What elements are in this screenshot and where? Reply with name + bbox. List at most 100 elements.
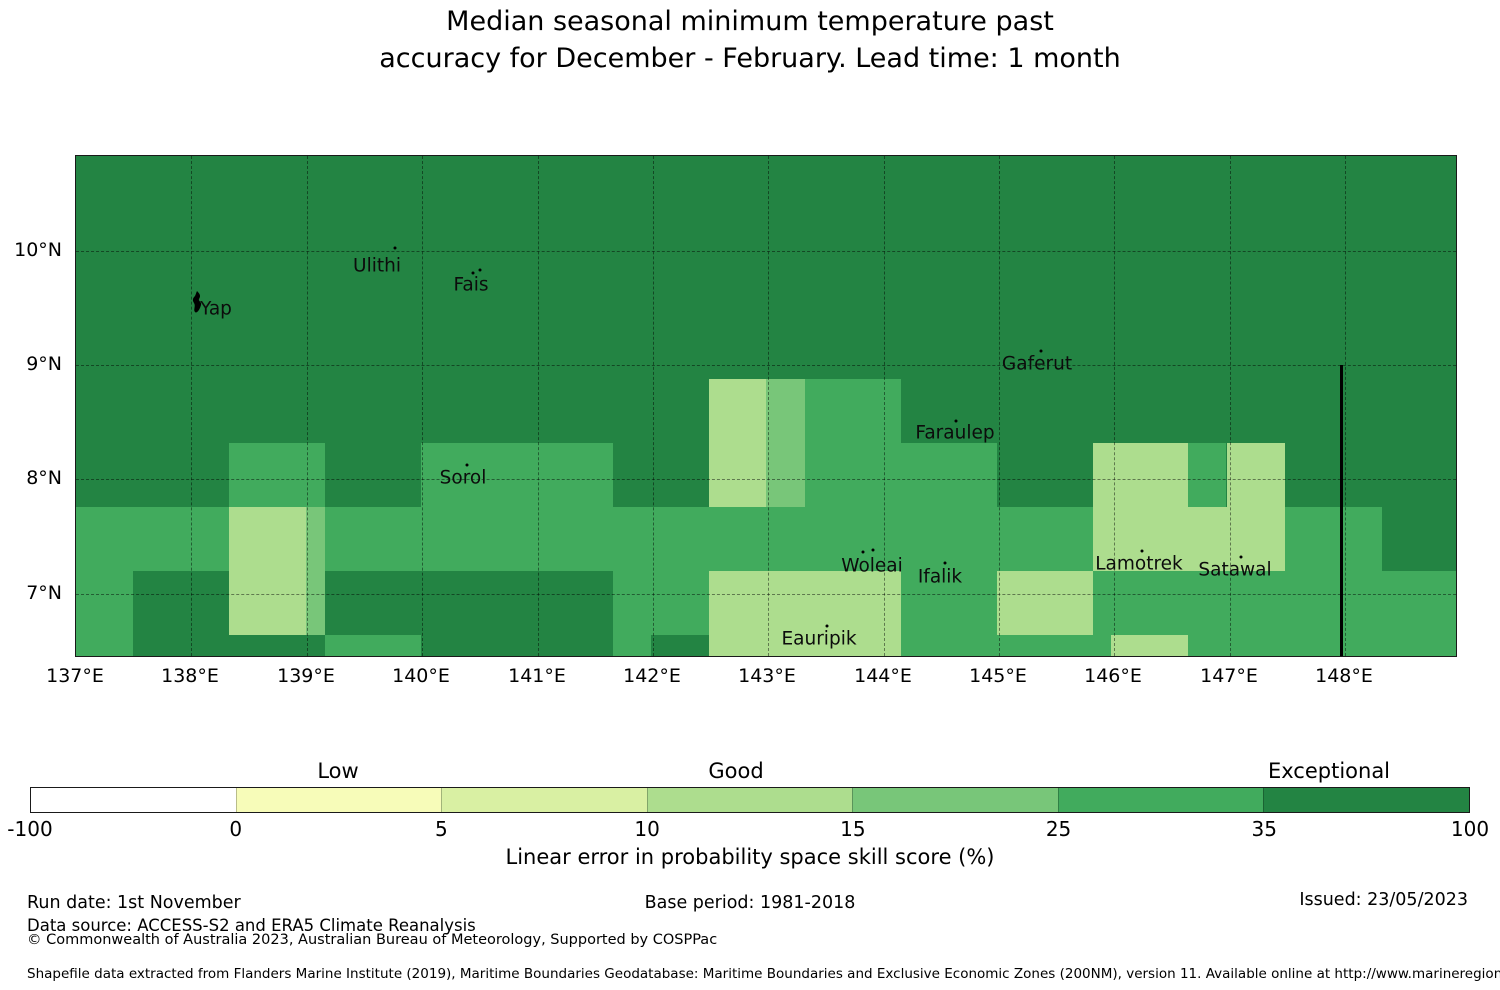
colorbar-segment [1263,788,1470,812]
x-tick-label: 144°E [854,665,912,687]
colorbar-tick-label: 35 [1251,817,1278,841]
island-label: Ulithi [353,255,401,277]
y-tick-label: 7°N [26,582,62,604]
colorbar-segment [646,788,853,812]
meridian-gridline [422,156,423,656]
parallel-gridline [76,594,1456,595]
map-cell [997,635,1111,656]
base-period-text: Base period: 1981-2018 [644,893,856,913]
parallel-gridline [76,479,1456,480]
x-tick-label: 147°E [1200,665,1258,687]
island-marker [478,268,482,272]
colorbar-tick-label: 10 [634,817,660,841]
map-cell [1227,443,1285,507]
map-cell [709,571,901,656]
parallel-gridline [76,251,1456,252]
x-tick-label: 143°E [738,665,796,687]
island-marker [943,561,947,565]
map-cell [709,379,766,507]
map-cell [1111,635,1188,656]
meridian-gridline [191,156,192,656]
island-marker [861,550,865,554]
map-cell [306,507,325,635]
island-marker [1140,549,1144,553]
colorbar-tick-label: 5 [435,817,448,841]
y-axis: 10°N 9°N 8°N 7°N [0,155,62,655]
colorbar-category-label: Low [317,759,359,783]
x-tick-label: 148°E [1315,665,1373,687]
colorbar-categories: Low Good Exceptional [0,759,1500,785]
map-cell [325,635,421,656]
x-tick-label: 142°E [623,665,681,687]
meridian-gridline [1230,156,1231,656]
yap-island-shape [188,290,208,320]
x-tick-label: 137°E [46,665,104,687]
island-label: Faraulep [915,422,995,444]
data-source-text: Data source: ACCESS-S2 and ERA5 Climate … [27,916,476,935]
colorbar-tick-label: 15 [840,817,866,841]
colorbar-segment [31,788,236,812]
map-cell [1188,443,1226,507]
island-label: Lamotrek [1095,553,1183,575]
island-label: Yap [200,298,232,320]
x-tick-label: 146°E [1084,665,1142,687]
x-tick-label: 141°E [508,665,566,687]
colorbar-segment [1057,788,1264,812]
map-cell [613,635,651,656]
map-cell [421,443,613,571]
colorbar-caption: Linear error in probability space skill … [505,845,995,869]
meridian-gridline [999,156,1000,656]
map-cell [997,571,1093,635]
x-tick-label: 139°E [277,665,335,687]
title-line-2: accuracy for December - February. Lead t… [379,43,1121,74]
map-cell [1188,571,1285,656]
map-cell [805,507,997,571]
map-cell [1285,571,1456,656]
colorbar-category-label: Exceptional [1267,759,1391,783]
colorbar-ticks: -100 0 5 10 15 25 35 100 [0,817,1500,843]
map-cell [901,571,997,656]
island-label: Eauripik [781,628,857,650]
chart-title: Median seasonal minimum temperature past… [0,3,1500,77]
map-cell [997,507,1093,571]
island-label: Gaferut [1001,353,1073,375]
island-marker [1239,555,1243,559]
island-marker [465,463,469,467]
meridian-gridline [768,156,769,656]
island-marker [825,624,829,628]
meridian-gridline [1114,156,1115,656]
shapefile-attribution-text: Shapefile data extracted from Flanders M… [27,966,1500,982]
map-cell [229,507,306,635]
map-cell [709,507,805,571]
x-tick-label: 145°E [969,665,1027,687]
y-tick-label: 8°N [26,467,62,489]
x-tick-label: 140°E [392,665,450,687]
map-cell [766,379,805,507]
x-axis: 137°E 138°E 139°E 140°E 141°E 142°E 143°E 144°E… [0,665,1500,693]
map-cell [805,379,901,443]
y-tick-label: 9°N [26,353,62,375]
meridian-gridline [538,156,539,656]
island-label: Sorol [439,467,487,489]
colorbar-segment [235,788,442,812]
x-tick-label: 138°E [161,665,219,687]
meridian-gridline [1345,156,1346,656]
map-cell [613,507,709,635]
y-tick-label: 10°N [14,239,62,261]
map-cell [133,507,229,571]
meridian-gridline [653,156,654,656]
map-cell [805,443,997,507]
colorbar-segment [852,788,1058,812]
issued-date-text: Issued: 23/05/2023 [1299,890,1468,910]
colorbar-tick-label: -100 [7,817,53,841]
colorbar-tick-label: 25 [1045,817,1072,841]
island-label: Satawal [1198,559,1272,581]
copyright-text: © Commonwealth of Australia 2023, Austra… [27,932,718,948]
run-date-text: Run date: 1st November [27,893,241,913]
meridian-gridline [307,156,308,656]
colorbar-segment [441,788,647,812]
island-marker [871,548,875,552]
map-cell [229,443,325,507]
island-marker [954,419,958,423]
